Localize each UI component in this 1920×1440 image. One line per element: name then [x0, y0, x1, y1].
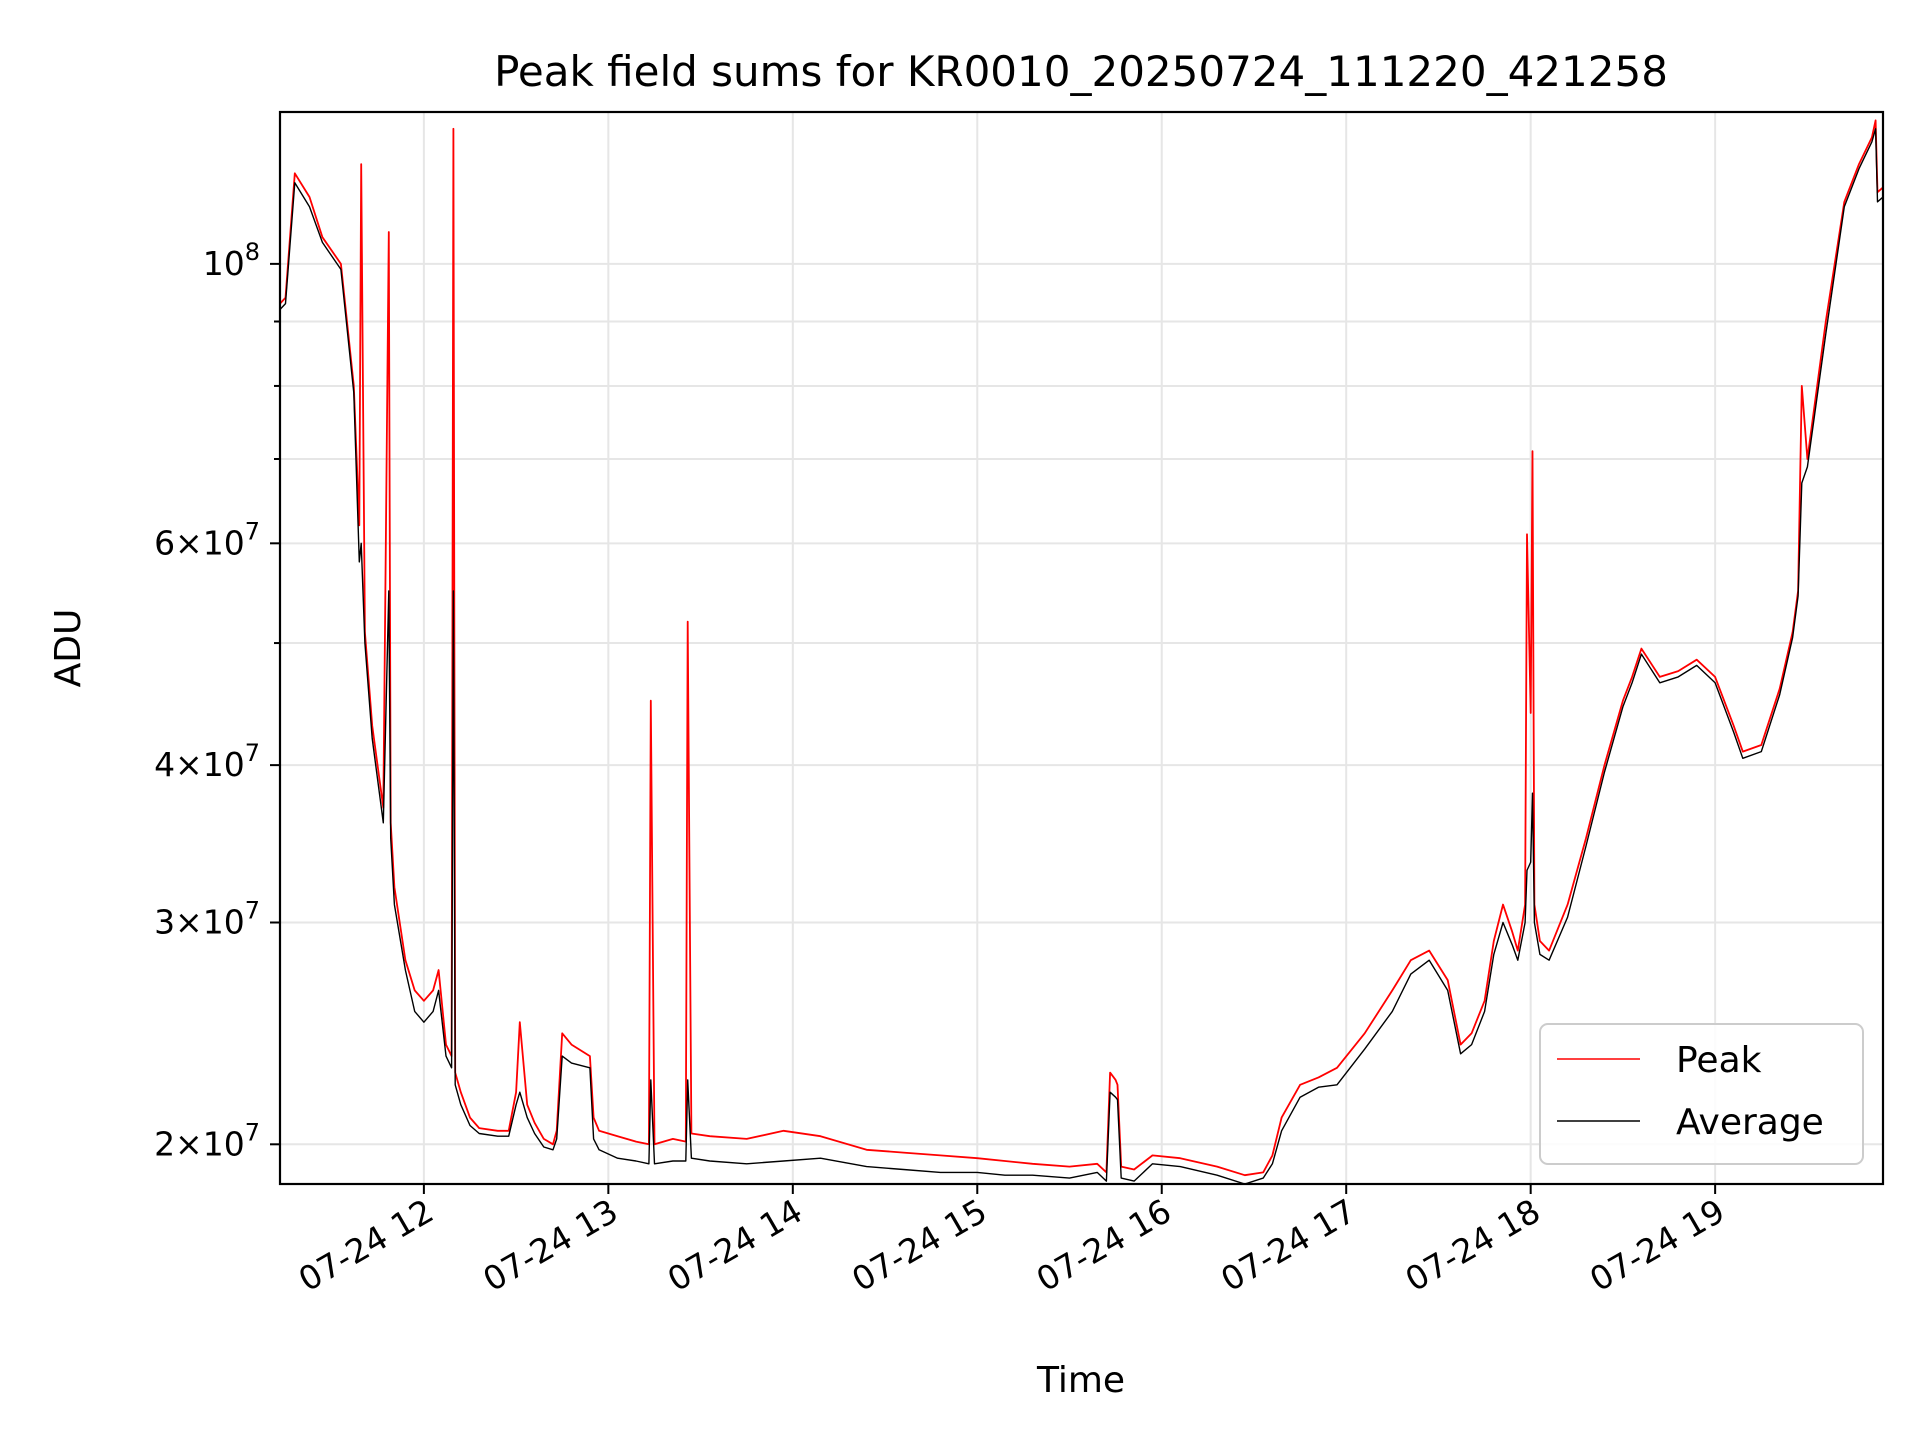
chart-title: Peak field sums for KR0010_20250724_1112… [494, 47, 1668, 96]
x-tick-label: 07-24 19 [1583, 1191, 1731, 1299]
x-tick-label: 07-24 12 [292, 1191, 440, 1299]
y-tick-label: 108 [203, 238, 260, 283]
series-line-peak [280, 119, 1883, 1177]
legend-label-peak: Peak [1676, 1040, 1762, 1081]
series-lines [280, 119, 1883, 1184]
y-tick-label: 4×107 [154, 739, 260, 784]
axes-frame [278, 110, 1885, 1186]
x-tick-label: 07-24 17 [1214, 1191, 1362, 1299]
x-tick-label: 07-24 15 [845, 1191, 993, 1299]
y-axis-ticks: 2×107 3×107 4×107 6×107 108 [154, 238, 280, 1163]
x-tick-label: 07-24 16 [1030, 1191, 1178, 1299]
x-tick-label: 07-24 14 [661, 1191, 809, 1299]
plot-area [280, 119, 1883, 1184]
x-axis-ticks: 07-24 12 07-24 13 07-24 14 07-24 15 07-24 16… [292, 1184, 1731, 1299]
legend: Peak Average [1539, 1023, 1864, 1165]
x-tick-label: 07-24 18 [1399, 1191, 1547, 1299]
y-tick-label: 6×107 [154, 517, 260, 562]
y-tick-label: 3×107 [154, 896, 260, 941]
series-line-average [280, 128, 1883, 1184]
x-axis-label: Time [1036, 1360, 1125, 1401]
y-tick-label: 2×107 [154, 1118, 260, 1163]
y-axis-label: ADU [48, 609, 89, 688]
legend-label-average: Average [1676, 1102, 1824, 1143]
x-tick-label: 07-24 13 [476, 1191, 624, 1299]
